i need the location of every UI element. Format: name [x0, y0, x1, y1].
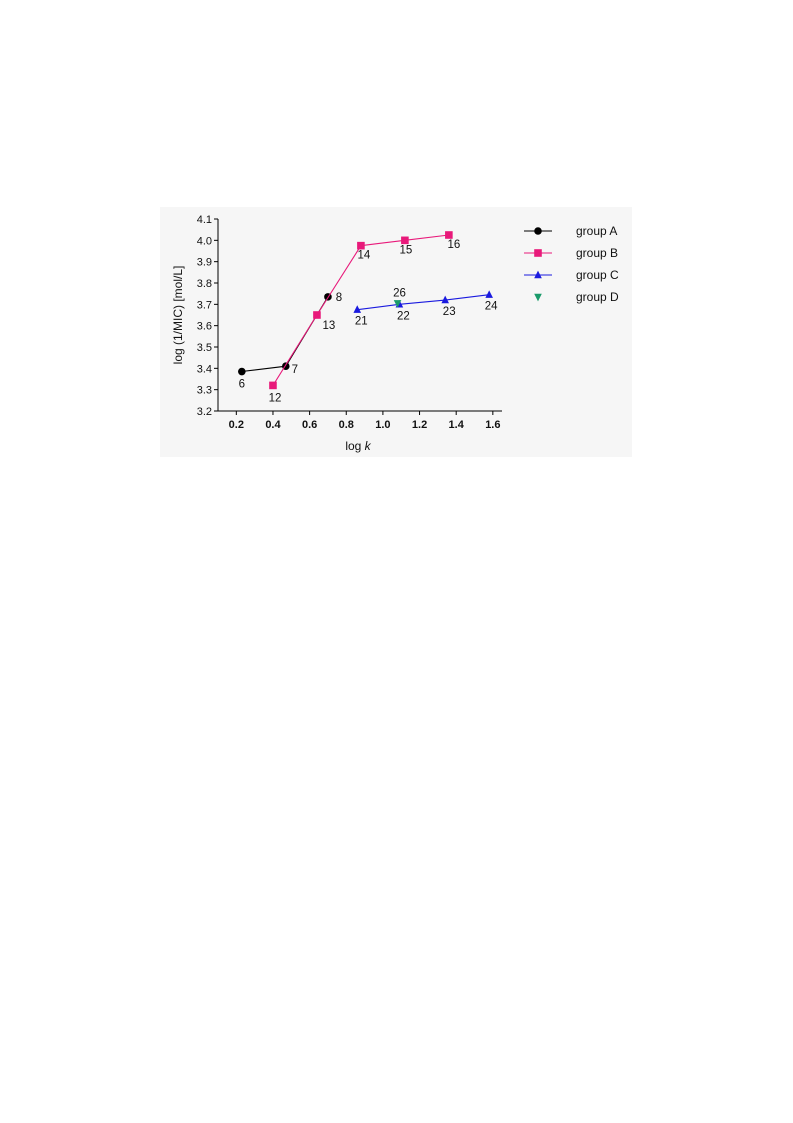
point-label-22: 22 [397, 310, 410, 322]
y-tick-label: 3.7 [197, 299, 212, 311]
data-point-26 [393, 300, 402, 308]
data-point-24 [485, 290, 493, 298]
point-label-8: 8 [336, 292, 342, 304]
y-tick-label: 3.4 [197, 363, 212, 375]
x-tick-label: 1.2 [412, 419, 427, 431]
point-label-16: 16 [447, 239, 460, 251]
data-point-13 [313, 311, 321, 319]
x-axis-title-variable: k [365, 439, 372, 453]
point-label-23: 23 [443, 306, 456, 318]
point-label-21: 21 [355, 316, 368, 328]
point-labels: 6 7 8 12 13 14 15 16 21 22 23 24 26 [239, 239, 499, 404]
y-tick-label: 4.1 [197, 214, 212, 226]
y-axis-title: log (1/MIC) [mol/L] [171, 266, 185, 365]
data-point-14 [357, 241, 365, 250]
series-layer [238, 231, 493, 390]
axes: 3.2 3.3 3.4 3.5 3.6 3.7 3.8 3.9 4.0 4.1 0.2 0.4 0.6 0… [197, 214, 502, 431]
data-point-12 [269, 381, 277, 390]
data-point-16 [445, 231, 453, 239]
x-axis-title-prefix: log [345, 439, 364, 453]
y-tick-label: 4.0 [197, 235, 212, 247]
series-line-group-c [357, 294, 490, 311]
x-axis-title: log k [345, 439, 371, 453]
legend-marker-group-a [534, 227, 542, 235]
legend-marker-group-b [534, 249, 542, 257]
point-label-15: 15 [399, 244, 412, 256]
y-tick-label: 3.6 [197, 321, 212, 333]
chart-panel: 3.2 3.3 3.4 3.5 3.6 3.7 3.8 3.9 4.0 4.1 0.2 0.4 0.6 0… [160, 207, 632, 457]
data-point-15 [401, 236, 409, 245]
point-label-7: 7 [292, 364, 298, 376]
x-tick-label: 0.4 [265, 419, 281, 431]
y-tick-label: 3.5 [197, 342, 212, 354]
scatter-line-chart: 3.2 3.3 3.4 3.5 3.6 3.7 3.8 3.9 4.0 4.1 0.2 0.4 0.6 0… [171, 214, 619, 453]
x-tick-label: 1.6 [485, 419, 500, 431]
point-label-13: 13 [323, 320, 336, 332]
y-tick-label: 3.3 [197, 385, 212, 397]
point-label-6: 6 [239, 379, 245, 391]
data-point-23 [441, 295, 449, 304]
y-tick-label: 3.8 [197, 278, 212, 290]
x-tick-label: 0.2 [229, 419, 244, 431]
point-label-12: 12 [269, 392, 282, 404]
x-tick-label: 1.4 [449, 419, 465, 431]
legend-label-group-b: group B [576, 246, 618, 260]
point-label-26: 26 [393, 287, 406, 299]
point-label-24: 24 [485, 301, 498, 313]
y-tick-label: 3.9 [197, 257, 212, 269]
legend-marker-group-c [534, 270, 542, 279]
series-line-group-a [241, 296, 329, 373]
y-tick-label: 3.2 [197, 406, 212, 418]
x-tick-label: 0.6 [302, 419, 317, 431]
legend-marker-group-d [534, 293, 542, 302]
data-point-21 [353, 305, 362, 313]
x-tick-label: 1.0 [375, 419, 390, 431]
point-label-14: 14 [358, 250, 371, 262]
legend-label-group-c: group C [576, 268, 619, 282]
legend-label-group-a: group A [576, 224, 617, 238]
data-point-6 [238, 367, 246, 376]
x-tick-label: 0.8 [339, 419, 354, 431]
legend-label-group-d: group D [576, 290, 619, 304]
legend: group A group B group C group D [524, 224, 619, 304]
